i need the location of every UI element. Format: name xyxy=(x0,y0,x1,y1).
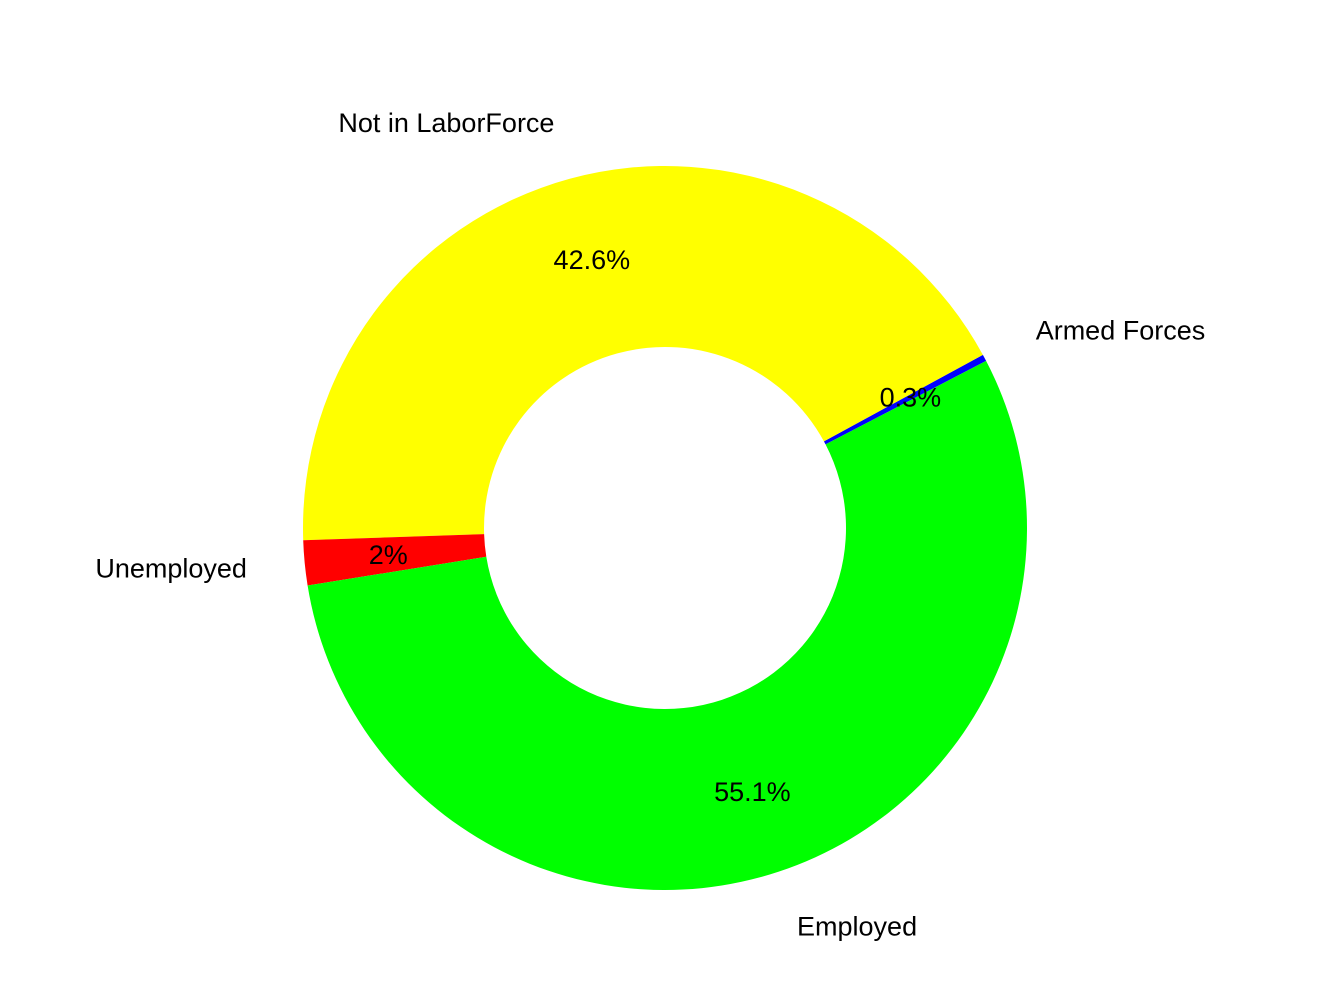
category-labels-layer: Armed Forces Not in LaborForce Unemployed E… xyxy=(95,108,1205,942)
slice-not-in-laborforce xyxy=(303,165,983,541)
percent-label-not-in-laborforce: 42.6% xyxy=(554,245,631,275)
percent-label-unemployed: 2% xyxy=(369,540,408,570)
slice-employed xyxy=(307,360,1028,891)
percent-label-armed-forces: 0.3% xyxy=(880,382,942,412)
category-label-not-in-laborforce: Not in LaborForce xyxy=(338,108,554,138)
percent-label-employed: 55.1% xyxy=(714,777,791,807)
percent-labels-layer: 0.3% 42.6% 2% 55.1% xyxy=(369,245,941,807)
slice-unemployed xyxy=(303,534,487,586)
category-label-employed: Employed xyxy=(797,912,917,942)
slices-layer xyxy=(303,165,1028,891)
category-label-armed-forces: Armed Forces xyxy=(1036,316,1206,346)
category-label-unemployed: Unemployed xyxy=(95,554,247,584)
slice-armed-forces xyxy=(823,354,987,445)
